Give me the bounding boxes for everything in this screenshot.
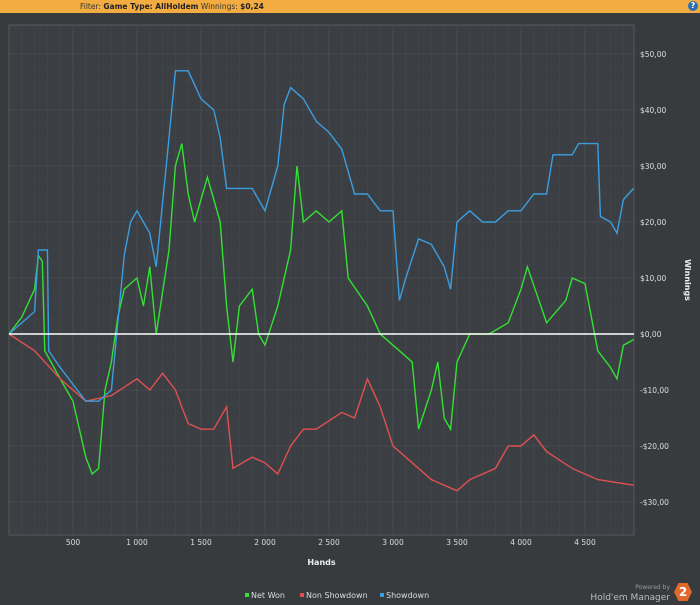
x-tick-label: 1 000 xyxy=(126,538,148,547)
x-tick-label: 1 500 xyxy=(190,538,212,547)
legend-swatch xyxy=(245,593,249,597)
y-tick-label: $30,00 xyxy=(640,162,666,171)
series-line-non-showdown xyxy=(8,333,634,492)
x-tick-label: 2 500 xyxy=(318,538,340,547)
y-tick-label: $20,00 xyxy=(640,218,666,227)
filter-label: Filter: xyxy=(80,2,101,11)
y-tick-label: $10,00 xyxy=(640,274,666,283)
product-name: Hold'em Manager xyxy=(590,593,670,603)
y-tick-label: -$20,00 xyxy=(640,442,669,451)
x-tick-label: 3 500 xyxy=(446,538,468,547)
y-tick-label: $40,00 xyxy=(640,106,666,115)
y-tick-label: $0,00 xyxy=(640,330,662,339)
game-type-filter[interactable]: Game Type: AllHoldem xyxy=(103,2,199,11)
x-tick-label: 500 xyxy=(66,538,81,547)
x-tick-label: 3 000 xyxy=(382,538,404,547)
legend-item[interactable]: Net Won xyxy=(251,591,285,600)
series-line-net-won xyxy=(8,143,634,476)
y-tick-label: $50,00 xyxy=(640,50,666,59)
x-tick-label: 4 000 xyxy=(510,538,532,547)
legend-item[interactable]: Non Showdown xyxy=(306,591,368,600)
winnings-value: $0,24 xyxy=(240,2,264,11)
y-tick-label: -$30,00 xyxy=(640,498,669,507)
y-axis-label: Winnings xyxy=(683,259,692,301)
plot-area xyxy=(8,24,635,536)
series-line-showdown xyxy=(8,70,635,402)
x-tick-label: 4 500 xyxy=(574,538,596,547)
x-tick-label: 2 000 xyxy=(254,538,276,547)
legend-swatch xyxy=(380,593,384,597)
holdem-manager-logo: Powered by Hold'em Manager xyxy=(590,583,670,603)
x-axis-label: Hands xyxy=(307,558,336,567)
legend-item[interactable]: Showdown xyxy=(386,591,429,600)
hm2-badge-icon: 2 xyxy=(674,583,692,601)
powered-by-text: Powered by xyxy=(635,584,670,591)
legend-swatch xyxy=(300,593,304,597)
question-icon[interactable]: ? xyxy=(688,1,698,11)
filter-bar: Filter: Game Type: AllHoldem Winnings: $… xyxy=(0,0,700,13)
y-tick-label: -$10,00 xyxy=(640,386,669,395)
winnings-label: Winnings: xyxy=(200,2,238,11)
